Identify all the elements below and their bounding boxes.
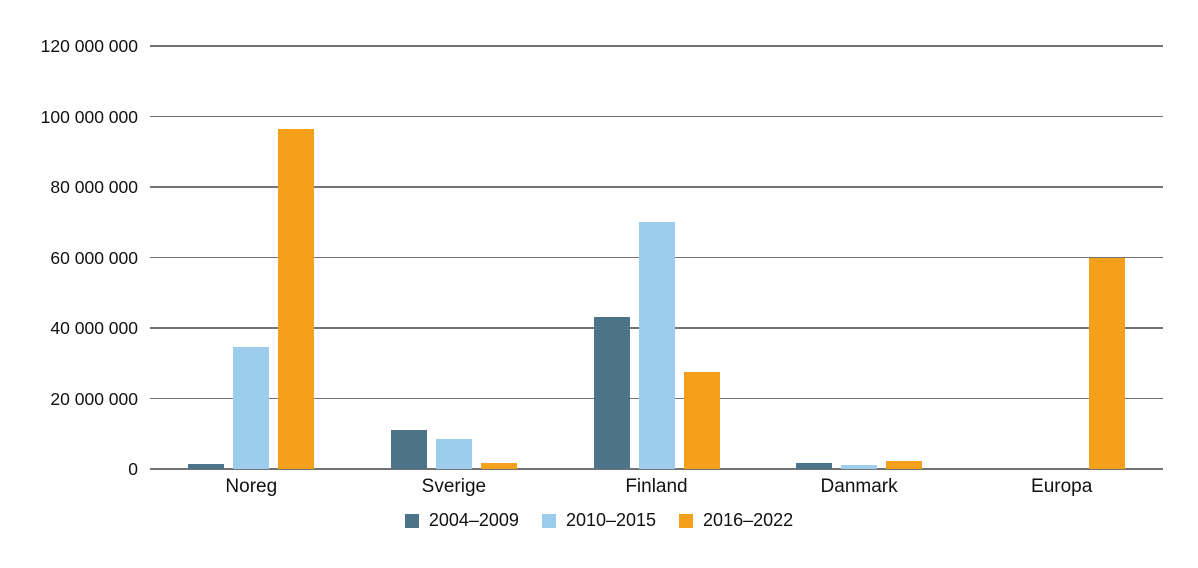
- legend-swatch-2016–2022: [679, 513, 694, 528]
- y-tick-label-40000000: 40 000 000: [50, 318, 138, 338]
- y-tick-label-60000000: 60 000 000: [50, 247, 138, 268]
- bar-noreg-2010–2015: [233, 347, 270, 469]
- gridline-120000000: [150, 45, 1163, 47]
- gridline-80000000: [150, 186, 1163, 188]
- legend-item-2016–2022: 2016–2022: [679, 510, 793, 531]
- plot-area: [150, 45, 1163, 470]
- x-axis-label-danmark: Danmark: [820, 476, 898, 497]
- legend-label-2004–2009: 2004–2009: [428, 510, 519, 530]
- bar-danmark-2016–2022: [886, 460, 923, 469]
- x-axis-label-noreg: Noreg: [225, 476, 278, 497]
- bar-finland-2016–2022: [683, 372, 720, 469]
- bar-noreg-2004–2009: [188, 463, 225, 469]
- x-axis-label-europa: Europa: [1031, 476, 1093, 497]
- bar-danmark-2010–2015: [841, 465, 878, 469]
- legend-swatch-2004–2009: [404, 513, 419, 528]
- bar-sverige-2016–2022: [480, 462, 517, 469]
- legend-swatch-2010–2015: [541, 513, 556, 528]
- bar-europa-2016–2022: [1088, 257, 1125, 469]
- bar-noreg-2016–2022: [278, 128, 315, 469]
- y-tick-label-80000000: 80 000 000: [50, 177, 138, 197]
- legend: 2004–2009 2010–2015 2016–2022: [0, 510, 1198, 531]
- x-axis-label-sverige: Sverige: [421, 476, 487, 497]
- bar-finland-2010–2015: [638, 222, 675, 469]
- bar-sverige-2010–2015: [435, 438, 472, 469]
- legend-label-2016–2022: 2016–2022: [703, 510, 794, 530]
- gridline-100000000: [150, 115, 1163, 118]
- legend-item-2010–2015: 2010–2015: [541, 510, 657, 531]
- gridline-0: [150, 468, 1163, 470]
- y-tick-label-20000000: 20 000 000: [50, 388, 138, 409]
- bar-finland-2004–2009: [593, 317, 630, 469]
- legend-item-2004–2009: 2004–2009: [404, 510, 519, 531]
- legend-label-2010–2015: 2010–2015: [565, 510, 657, 530]
- bar-danmark-2004–2009: [796, 463, 833, 469]
- bar-sverige-2004–2009: [390, 430, 427, 469]
- x-axis-label-finland: Finland: [625, 476, 688, 497]
- y-tick-label-120000000: 120 000 000: [40, 36, 138, 56]
- y-tick-label-100000000: 100 000 000: [40, 106, 138, 127]
- y-tick-label-0: 0: [128, 459, 138, 479]
